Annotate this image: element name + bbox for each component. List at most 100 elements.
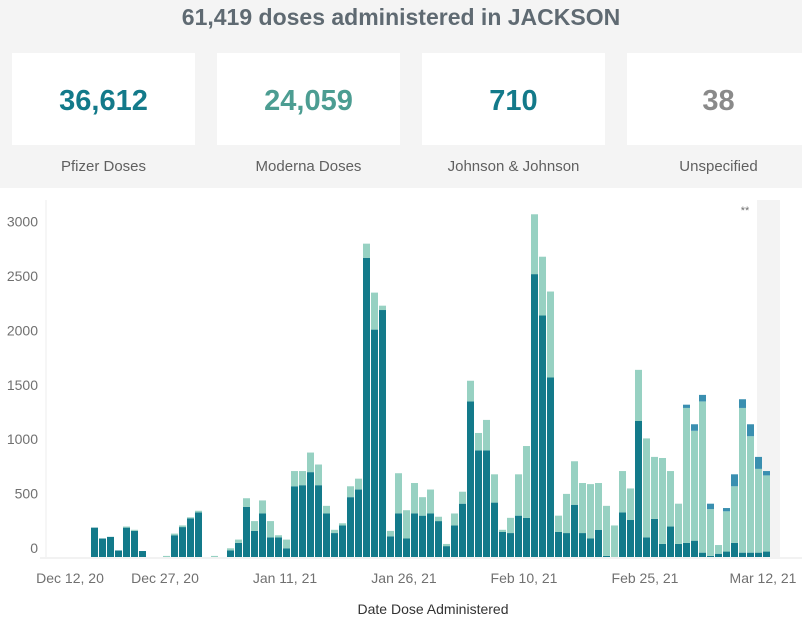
pfizer-bar (683, 542, 690, 557)
moderna-bar (171, 533, 178, 536)
moderna-bar (627, 488, 634, 521)
moderna-bar (731, 486, 738, 543)
moderna-bar (531, 214, 538, 275)
moderna-bar (131, 529, 138, 531)
x-tick-label: Dec 27, 20 (131, 570, 199, 586)
moderna-bar (323, 505, 330, 514)
moderna-bar (259, 500, 266, 514)
pfizer-bar (667, 526, 674, 557)
pfizer-bar (243, 506, 250, 557)
pfizer-bar (227, 550, 234, 557)
moderna-label: Moderna Doses (255, 158, 362, 175)
moderna-bar (619, 471, 626, 513)
moderna-bar (251, 521, 258, 531)
y-tick-label: 0 (30, 540, 38, 556)
x-tick-label: Feb 10, 21 (491, 570, 558, 586)
moderna-bar (659, 457, 666, 544)
moderna-bar (675, 503, 682, 544)
moderna-bar (435, 516, 442, 522)
moderna-bar (699, 401, 706, 553)
y-tick-label: 500 (15, 486, 39, 502)
pfizer-bar (491, 502, 498, 557)
pfizer-bar (515, 515, 522, 557)
pfizer-bar (139, 551, 146, 557)
pfizer-bar (763, 551, 770, 557)
pfizer-bar (331, 533, 338, 557)
pfizer-bar (699, 552, 706, 557)
pfizer-bar (739, 552, 746, 557)
moderna-bar (747, 436, 754, 553)
jj-label: Johnson & Johnson (447, 158, 580, 175)
moderna-bar (603, 505, 610, 556)
pfizer-bar (179, 527, 186, 557)
pfizer-bar (755, 552, 762, 557)
pfizer-bar (299, 485, 306, 557)
moderna-bar (579, 483, 586, 534)
moderna-bar (243, 498, 250, 507)
moderna-bar (187, 517, 194, 519)
y-tick-label: 2500 (7, 268, 38, 284)
jj-card: 710 (422, 53, 605, 145)
pfizer-bar (587, 538, 594, 557)
pfizer-bar (659, 543, 666, 557)
pfizer-bar (283, 548, 290, 557)
pfizer-bar (723, 551, 730, 557)
moderna-bar (275, 535, 282, 538)
pfizer-bar (259, 513, 266, 557)
moderna-bar (123, 526, 130, 528)
moderna-bar (651, 456, 658, 519)
moderna-bar (451, 513, 458, 526)
moderna-bar (467, 380, 474, 402)
pfizer-bar (107, 536, 114, 557)
moderna-bar (267, 521, 274, 538)
pfizer-bar (123, 527, 130, 557)
moderna-bar (707, 509, 714, 556)
moderna-bar (371, 292, 378, 330)
moderna-bar (387, 530, 394, 537)
pfizer-bar (499, 531, 506, 557)
x-tick-label: Jan 26, 21 (371, 570, 437, 586)
moderna-bar (339, 523, 346, 526)
moderna-bar (459, 491, 466, 504)
moderna-bar (667, 471, 674, 527)
jj-bar (763, 471, 770, 476)
unspecified-value: 38 (702, 85, 735, 117)
pfizer-bar (563, 533, 570, 557)
pfizer-bar (675, 543, 682, 557)
pfizer-bar (467, 401, 474, 557)
pfizer-bar (731, 542, 738, 557)
pfizer-bar (571, 504, 578, 557)
jj-bar (731, 474, 738, 487)
pfizer-bar (427, 513, 434, 557)
x-tick-label: Dec 12, 20 (36, 570, 104, 586)
moderna-bar (355, 478, 362, 490)
moderna-value: 24,059 (264, 85, 353, 117)
pfizer-bar (275, 537, 282, 557)
pfizer-bar (379, 310, 386, 557)
jj-bar (707, 503, 714, 510)
moderna-card: 24,059 (217, 53, 400, 145)
pfizer-label: Pfizer Doses (60, 158, 147, 175)
pfizer-bar (387, 536, 394, 557)
pfizer-bar (523, 517, 530, 557)
pfizer-bar (195, 512, 202, 557)
moderna-bar (363, 243, 370, 258)
pfizer-bar (171, 535, 178, 557)
pfizer-bar (355, 489, 362, 557)
moderna-bar (403, 510, 410, 539)
pfizer-bar (627, 520, 634, 557)
pfizer-bar (691, 540, 698, 557)
moderna-bar (483, 419, 490, 451)
pfizer-bar (267, 537, 274, 557)
pfizer-bar (507, 533, 514, 557)
pfizer-bar (539, 315, 546, 557)
pfizer-bar (715, 553, 722, 557)
moderna-bar (491, 474, 498, 503)
pfizer-bar (451, 525, 458, 557)
moderna-bar (299, 471, 306, 486)
moderna-bar (195, 510, 202, 513)
pfizer-card: 36,612 (12, 53, 195, 145)
moderna-bar (283, 539, 290, 549)
pfizer-bar (339, 525, 346, 557)
pfizer-bar (347, 497, 354, 557)
